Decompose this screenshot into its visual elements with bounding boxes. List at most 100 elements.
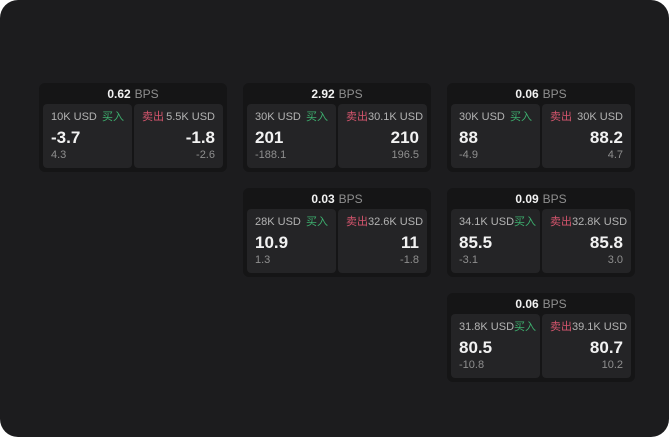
- sell-panel-header: 卖出 5.5K USD: [142, 111, 215, 124]
- bps-unit-label: BPS: [338, 191, 363, 206]
- sell-sub-value: 4.7: [607, 149, 623, 161]
- quote-card: 0.06 BPS 30K USD 买入 88 -4.9 卖出 30K USD 8…: [447, 83, 635, 172]
- buy-sub-value: 4.3: [51, 149, 67, 161]
- quote-card: 0.03 BPS 28K USD 买入 10.9 1.3 卖出 32.6K US…: [243, 188, 431, 277]
- buy-tag: 买入: [102, 111, 124, 123]
- sell-amount: 30.1K USD: [368, 111, 424, 123]
- bps-value: 0.62: [107, 86, 131, 101]
- sell-panel[interactable]: 卖出 39.1K USD 80.7 10.2: [542, 314, 631, 378]
- card-header: 0.03 BPS: [247, 188, 427, 209]
- buy-panel-header: 34.1K USD 买入: [459, 216, 536, 229]
- quote-panels: 31.8K USD 买入 80.5 -10.8 卖出 39.1K USD 80.…: [451, 314, 631, 378]
- buy-amount: 34.1K USD: [459, 216, 515, 228]
- quote-panels: 34.1K USD 买入 85.5 -3.1 卖出 32.8K USD 85.8…: [451, 209, 631, 273]
- sell-panel[interactable]: 卖出 32.6K USD 11 -1.8: [338, 209, 427, 273]
- sell-amount: 32.8K USD: [572, 216, 628, 228]
- buy-amount: 30K USD: [459, 111, 505, 123]
- sell-price: 88.2: [589, 128, 623, 147]
- buy-panel-header: 30K USD 买入: [459, 111, 532, 124]
- sell-panel-header: 卖出 32.8K USD: [550, 216, 627, 229]
- sell-panel[interactable]: 卖出 30.1K USD 210 196.5: [338, 104, 427, 168]
- quote-panels: 30K USD 买入 88 -4.9 卖出 30K USD 88.2 4.7: [451, 104, 631, 168]
- sell-sub-value: 3.0: [607, 254, 623, 266]
- quote-panels: 10K USD 买入 -3.7 4.3 卖出 5.5K USD -1.8 -2.…: [43, 104, 223, 168]
- card-header: 0.09 BPS: [451, 188, 631, 209]
- sell-price: 11: [401, 233, 419, 252]
- buy-amount: 10K USD: [51, 111, 97, 123]
- bps-value: 2.92: [311, 86, 335, 101]
- buy-panel-header: 10K USD 买入: [51, 111, 124, 124]
- sell-panel-header: 卖出 32.6K USD: [346, 216, 423, 229]
- buy-panel[interactable]: 31.8K USD 买入 80.5 -10.8: [451, 314, 540, 378]
- buy-panel[interactable]: 28K USD 买入 10.9 1.3: [247, 209, 336, 273]
- card-header: 0.06 BPS: [451, 83, 631, 104]
- buy-amount: 28K USD: [255, 216, 301, 228]
- sell-tag: 卖出: [550, 111, 572, 123]
- quote-panels: 30K USD 买入 201 -188.1 卖出 30.1K USD 210 1…: [247, 104, 427, 168]
- buy-price: -3.7: [51, 128, 81, 147]
- sell-amount: 5.5K USD: [166, 111, 215, 123]
- sell-amount: 30K USD: [577, 111, 623, 123]
- buy-panel[interactable]: 10K USD 买入 -3.7 4.3: [43, 104, 132, 168]
- buy-price: 88: [459, 128, 478, 147]
- sell-price: 210: [390, 128, 419, 147]
- buy-price: 85.5: [459, 233, 493, 252]
- bps-value: 0.09: [515, 191, 539, 206]
- buy-panel[interactable]: 34.1K USD 买入 85.5 -3.1: [451, 209, 540, 273]
- bps-unit-label: BPS: [542, 86, 567, 101]
- buy-tag: 买入: [510, 111, 532, 123]
- sell-panel[interactable]: 卖出 30K USD 88.2 4.7: [542, 104, 631, 168]
- sell-tag: 卖出: [142, 111, 164, 123]
- buy-price: 201: [255, 128, 284, 147]
- card-header: 2.92 BPS: [247, 83, 427, 104]
- sell-tag: 卖出: [346, 216, 368, 228]
- bps-value: 0.03: [311, 191, 335, 206]
- quote-panels: 28K USD 买入 10.9 1.3 卖出 32.6K USD 11 -1.8: [247, 209, 427, 273]
- buy-amount: 30K USD: [255, 111, 301, 123]
- sell-tag: 卖出: [550, 216, 572, 228]
- card-header: 0.06 BPS: [451, 293, 631, 314]
- buy-price: 80.5: [459, 338, 493, 357]
- sell-panel-header: 卖出 30K USD: [550, 111, 623, 124]
- buy-sub-value: -3.1: [459, 254, 478, 266]
- quote-card: 0.62 BPS 10K USD 买入 -3.7 4.3 卖出 5.5K USD…: [39, 83, 227, 172]
- bps-unit-label: BPS: [542, 191, 567, 206]
- buy-panel-header: 31.8K USD 买入: [459, 321, 536, 334]
- buy-price: 10.9: [255, 233, 289, 252]
- bps-value: 0.06: [515, 296, 539, 311]
- sell-sub-value: -2.6: [196, 149, 215, 161]
- sell-panel[interactable]: 卖出 5.5K USD -1.8 -2.6: [134, 104, 223, 168]
- buy-panel[interactable]: 30K USD 买入 88 -4.9: [451, 104, 540, 168]
- quote-card: 2.92 BPS 30K USD 买入 201 -188.1 卖出 30.1K …: [243, 83, 431, 172]
- sell-panel[interactable]: 卖出 32.8K USD 85.8 3.0: [542, 209, 631, 273]
- buy-tag: 买入: [514, 321, 537, 333]
- sell-sub-value: -1.8: [400, 254, 419, 266]
- buy-sub-value: -10.8: [459, 359, 485, 371]
- sell-amount: 39.1K USD: [572, 321, 628, 333]
- sell-price: -1.8: [185, 128, 215, 147]
- sell-sub-value: 10.2: [601, 359, 623, 371]
- sell-amount: 32.6K USD: [368, 216, 424, 228]
- sell-sub-value: 196.5: [391, 149, 419, 161]
- buy-tag: 买入: [306, 111, 328, 123]
- sell-panel-header: 卖出 30.1K USD: [346, 111, 423, 124]
- buy-tag: 买入: [514, 216, 537, 228]
- quote-cards-grid: 0.62 BPS 10K USD 买入 -3.7 4.3 卖出 5.5K USD…: [39, 83, 635, 382]
- buy-panel[interactable]: 30K USD 买入 201 -188.1: [247, 104, 336, 168]
- sell-price: 80.7: [589, 338, 623, 357]
- buy-tag: 买入: [306, 216, 328, 228]
- bps-unit-label: BPS: [338, 86, 363, 101]
- buy-sub-value: -188.1: [255, 149, 287, 161]
- card-header: 0.62 BPS: [43, 83, 223, 104]
- sell-tag: 卖出: [550, 321, 572, 333]
- sell-tag: 卖出: [346, 111, 368, 123]
- buy-panel-header: 28K USD 买入: [255, 216, 328, 229]
- quote-card: 0.06 BPS 31.8K USD 买入 80.5 -10.8 卖出 39.1…: [447, 293, 635, 382]
- buy-panel-header: 30K USD 买入: [255, 111, 328, 124]
- sell-panel-header: 卖出 39.1K USD: [550, 321, 627, 334]
- buy-sub-value: -4.9: [459, 149, 478, 161]
- quote-card: 0.09 BPS 34.1K USD 买入 85.5 -3.1 卖出 32.8K…: [447, 188, 635, 277]
- bps-value: 0.06: [515, 86, 539, 101]
- buy-sub-value: 1.3: [255, 254, 271, 266]
